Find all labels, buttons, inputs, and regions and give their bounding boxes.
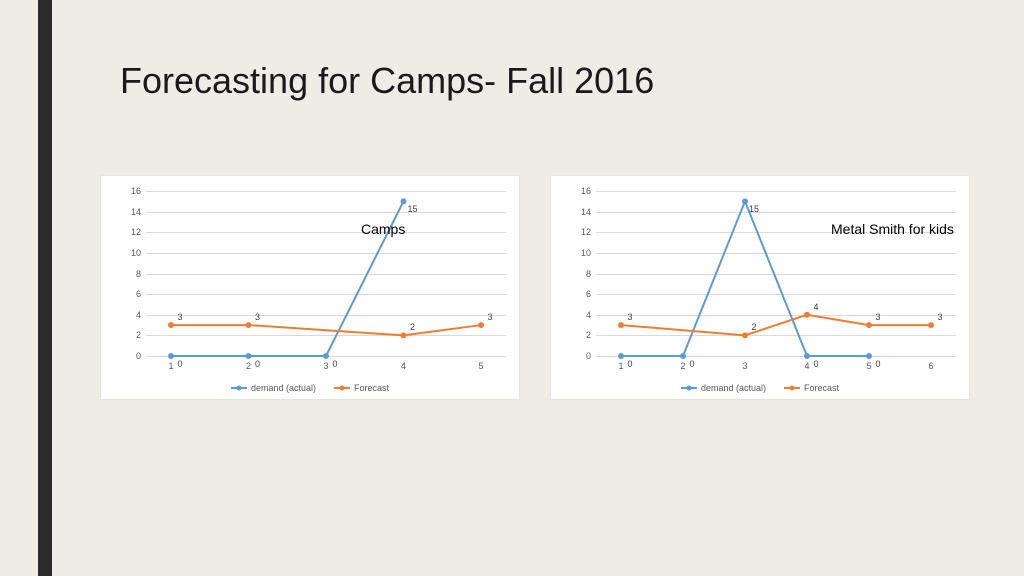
ytick: 14 bbox=[121, 207, 141, 217]
chart-title: Metal Smith for kids bbox=[831, 221, 954, 237]
legend-swatch bbox=[231, 387, 247, 389]
ytick: 12 bbox=[571, 227, 591, 237]
xtick: 6 bbox=[928, 361, 933, 371]
ytick: 12 bbox=[121, 227, 141, 237]
ytick: 2 bbox=[121, 330, 141, 340]
chart-title: Camps bbox=[361, 221, 405, 237]
page-title: Forecasting for Camps- Fall 2016 bbox=[120, 60, 654, 102]
legend: demand (actual) Forecast bbox=[551, 383, 969, 393]
legend-item: demand (actual) bbox=[231, 383, 316, 393]
ytick: 0 bbox=[121, 351, 141, 361]
data-label: 2 bbox=[751, 322, 756, 332]
ytick: 8 bbox=[571, 269, 591, 279]
legend: demand (actual) Forecast bbox=[101, 383, 519, 393]
ytick: 6 bbox=[571, 289, 591, 299]
legend-label: demand (actual) bbox=[701, 383, 766, 393]
data-label: 4 bbox=[813, 302, 818, 312]
data-label: 3 bbox=[937, 312, 942, 322]
ytick: 16 bbox=[121, 186, 141, 196]
legend-label: demand (actual) bbox=[251, 383, 316, 393]
ytick: 8 bbox=[121, 269, 141, 279]
ytick: 10 bbox=[571, 248, 591, 258]
data-label: 0 bbox=[813, 359, 818, 369]
data-label: 0 bbox=[255, 359, 260, 369]
legend-swatch bbox=[784, 387, 800, 389]
ytick: 0 bbox=[571, 351, 591, 361]
xtick: 4 bbox=[804, 361, 809, 371]
xtick: 5 bbox=[866, 361, 871, 371]
ytick: 16 bbox=[571, 186, 591, 196]
xtick: 5 bbox=[478, 361, 483, 371]
chart-panel: Camps024681012141612345000153323demand (… bbox=[100, 175, 520, 400]
legend-label: Forecast bbox=[804, 383, 839, 393]
data-label: 0 bbox=[627, 359, 632, 369]
legend-item: Forecast bbox=[334, 383, 389, 393]
ytick: 10 bbox=[121, 248, 141, 258]
ytick: 4 bbox=[121, 310, 141, 320]
xtick: 2 bbox=[680, 361, 685, 371]
data-label: 15 bbox=[749, 204, 759, 214]
chart-panel: Metal Smith for kids02468101214161234560… bbox=[550, 175, 970, 400]
ytick: 4 bbox=[571, 310, 591, 320]
data-label: 3 bbox=[627, 312, 632, 322]
data-label: 0 bbox=[177, 359, 182, 369]
accent-bar bbox=[38, 0, 52, 576]
xtick: 3 bbox=[742, 361, 747, 371]
chart-lines bbox=[596, 191, 956, 356]
data-label: 0 bbox=[332, 359, 337, 369]
legend-label: Forecast bbox=[354, 383, 389, 393]
data-label: 3 bbox=[875, 312, 880, 322]
ytick: 14 bbox=[571, 207, 591, 217]
xtick: 2 bbox=[246, 361, 251, 371]
data-label: 0 bbox=[875, 359, 880, 369]
chart-lines bbox=[146, 191, 506, 356]
ytick: 2 bbox=[571, 330, 591, 340]
xtick: 1 bbox=[618, 361, 623, 371]
ytick: 6 bbox=[121, 289, 141, 299]
data-label: 2 bbox=[410, 322, 415, 332]
legend-item: Forecast bbox=[784, 383, 839, 393]
xtick: 1 bbox=[168, 361, 173, 371]
xtick: 3 bbox=[323, 361, 328, 371]
data-label: 0 bbox=[689, 359, 694, 369]
legend-swatch bbox=[681, 387, 697, 389]
legend-item: demand (actual) bbox=[681, 383, 766, 393]
data-label: 3 bbox=[255, 312, 260, 322]
legend-swatch bbox=[334, 387, 350, 389]
data-label: 3 bbox=[177, 312, 182, 322]
data-label: 15 bbox=[407, 204, 417, 214]
plot-area: 024681012141612345600150032433 bbox=[596, 191, 956, 356]
plot-area: 024681012141612345000153323 bbox=[146, 191, 506, 356]
charts-row: Camps024681012141612345000153323demand (… bbox=[100, 175, 970, 400]
xtick: 4 bbox=[401, 361, 406, 371]
data-label: 3 bbox=[487, 312, 492, 322]
